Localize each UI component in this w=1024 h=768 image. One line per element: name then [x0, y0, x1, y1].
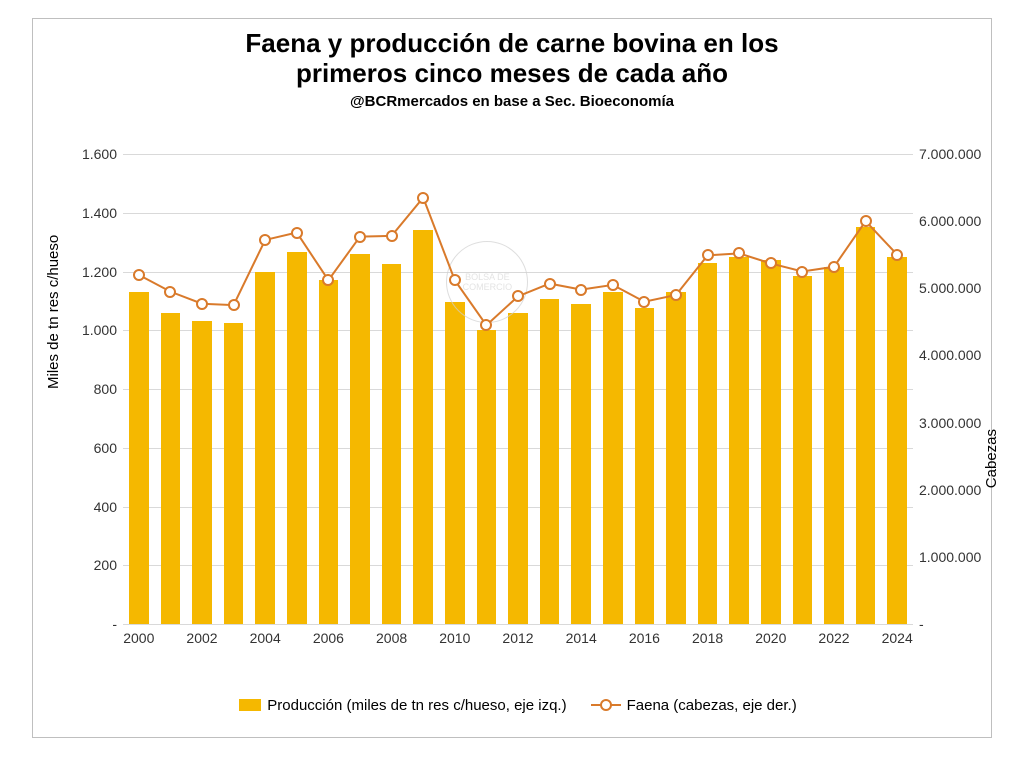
- line-marker: [228, 299, 240, 311]
- line-marker: [575, 284, 587, 296]
- y-left-tick: 1.200: [57, 264, 123, 280]
- y-right-tick: 3.000.000: [913, 415, 1009, 431]
- line-marker: [291, 227, 303, 239]
- y-axis-right-label: Cabezas: [983, 429, 1000, 488]
- line-marker: [860, 215, 872, 227]
- line-marker: [164, 286, 176, 298]
- line-series: [123, 154, 913, 624]
- y-right-tick: 5.000.000: [913, 280, 1009, 296]
- title-line-1: Faena y producción de carne bovina en lo…: [245, 28, 778, 58]
- y-left-tick: 600: [57, 440, 123, 456]
- line-marker: [638, 296, 650, 308]
- line-marker: [733, 247, 745, 259]
- line-marker: [828, 261, 840, 273]
- y-left-tick: 800: [57, 381, 123, 397]
- y-left-tick: -: [57, 616, 123, 632]
- y-left-tick: 1.400: [57, 205, 123, 221]
- line-marker: [512, 290, 524, 302]
- x-tick: 2010: [439, 624, 470, 646]
- line-marker: [449, 274, 461, 286]
- plot-area: -2004006008001.0001.2001.4001.600-1.000.…: [123, 154, 913, 624]
- y-right-tick: 4.000.000: [913, 347, 1009, 363]
- y-right-tick: 6.000.000: [913, 213, 1009, 229]
- line-marker: [354, 231, 366, 243]
- legend-label: Producción (miles de tn res c/hueso, eje…: [267, 697, 566, 714]
- x-tick: 2008: [376, 624, 407, 646]
- line-marker: [322, 274, 334, 286]
- y-right-tick: 7.000.000: [913, 146, 1009, 162]
- x-tick: 2022: [818, 624, 849, 646]
- line-marker: [196, 298, 208, 310]
- line-marker: [133, 269, 145, 281]
- y-left-tick: 400: [57, 499, 123, 515]
- line-marker: [702, 249, 714, 261]
- line-marker: [386, 230, 398, 242]
- legend-item: Producción (miles de tn res c/hueso, eje…: [239, 697, 566, 714]
- line-marker: [480, 319, 492, 331]
- legend-item: Faena (cabezas, eje der.): [591, 697, 797, 714]
- x-tick: 2014: [566, 624, 597, 646]
- line-marker: [607, 279, 619, 291]
- x-tick: 2004: [250, 624, 281, 646]
- y-left-tick: 1.000: [57, 322, 123, 338]
- x-tick: 2002: [186, 624, 217, 646]
- x-tick: 2020: [755, 624, 786, 646]
- x-tick: 2000: [123, 624, 154, 646]
- x-tick: 2006: [313, 624, 344, 646]
- y-left-tick: 200: [57, 557, 123, 573]
- y-right-tick: 1.000.000: [913, 549, 1009, 565]
- legend-label: Faena (cabezas, eje der.): [627, 697, 797, 714]
- line-marker: [670, 289, 682, 301]
- legend-swatch-bar: [239, 699, 261, 711]
- x-tick: 2012: [502, 624, 533, 646]
- line-marker: [259, 234, 271, 246]
- line-marker: [544, 278, 556, 290]
- chart-frame: Faena y producción de carne bovina en lo…: [32, 18, 992, 738]
- y-axis-left-label: Miles de tn res c/hueso: [45, 235, 62, 389]
- y-right-tick: 2.000.000: [913, 482, 1009, 498]
- line-marker: [796, 266, 808, 278]
- x-tick: 2018: [692, 624, 723, 646]
- chart-subtitle: @BCRmercados en base a Sec. Bioeconomía: [33, 93, 991, 110]
- title-line-2: primeros cinco meses de cada año: [296, 58, 728, 88]
- chart-title: Faena y producción de carne bovina en lo…: [33, 29, 991, 89]
- y-left-tick: 1.600: [57, 146, 123, 162]
- legend: Producción (miles de tn res c/hueso, eje…: [123, 691, 913, 719]
- line-marker: [765, 257, 777, 269]
- x-tick: 2024: [882, 624, 913, 646]
- legend-swatch-line: [591, 698, 621, 712]
- line-marker: [417, 192, 429, 204]
- y-right-tick: -: [913, 616, 1009, 632]
- x-tick: 2016: [629, 624, 660, 646]
- line-marker: [891, 249, 903, 261]
